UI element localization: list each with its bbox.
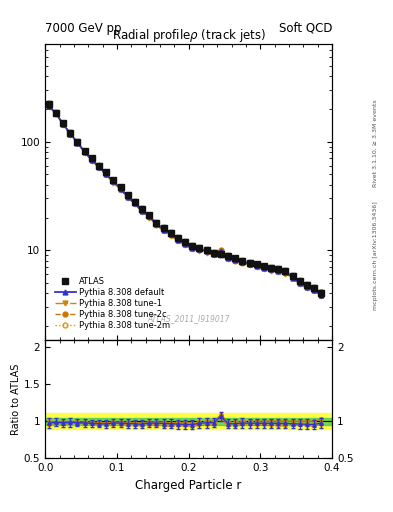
Text: mcplots.cern.ch [arXiv:1306.3436]: mcplots.cern.ch [arXiv:1306.3436] (373, 202, 378, 310)
Legend: ATLAS, Pythia 8.308 default, Pythia 8.308 tune-1, Pythia 8.308 tune-2c, Pythia 8: ATLAS, Pythia 8.308 default, Pythia 8.30… (52, 274, 173, 333)
Text: 7000 GeV pp: 7000 GeV pp (45, 22, 122, 35)
Text: ATLAS_2011_I919017: ATLAS_2011_I919017 (147, 314, 230, 324)
Y-axis label: Ratio to ATLAS: Ratio to ATLAS (11, 364, 21, 435)
Title: Radial profile$\rho$ (track jets): Radial profile$\rho$ (track jets) (112, 27, 266, 44)
Text: Rivet 3.1.10, ≥ 3.3M events: Rivet 3.1.10, ≥ 3.3M events (373, 99, 378, 187)
X-axis label: Charged Particle r: Charged Particle r (136, 479, 242, 492)
Text: Soft QCD: Soft QCD (279, 22, 332, 35)
